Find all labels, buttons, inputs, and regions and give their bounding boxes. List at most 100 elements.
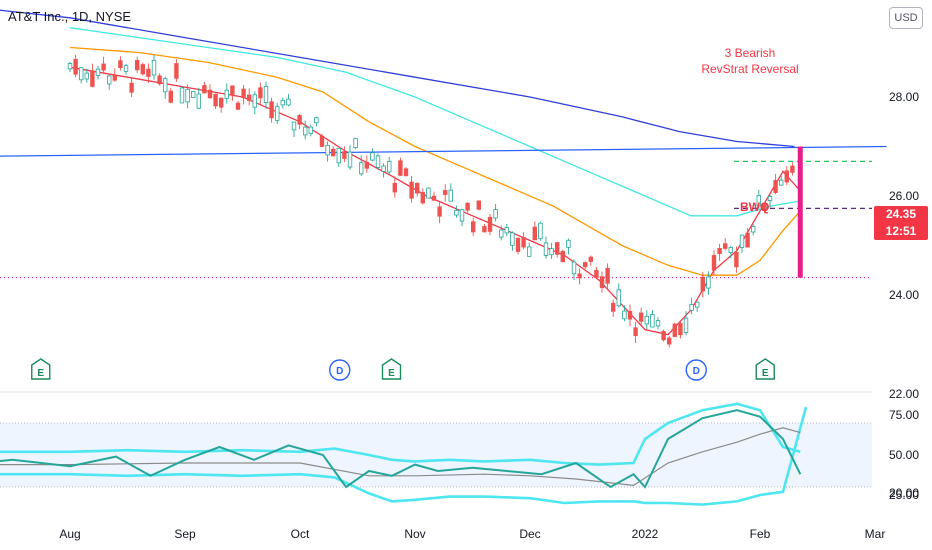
price-axis-tick: 28.00 xyxy=(889,90,919,104)
candle-body xyxy=(762,204,767,211)
candle-body xyxy=(717,248,722,254)
price-axis-tick: 24.00 xyxy=(889,288,919,302)
candle-body xyxy=(218,97,224,108)
dividend-marker: D xyxy=(329,359,351,381)
candle-body xyxy=(107,75,112,85)
candle-body xyxy=(739,234,745,248)
candle-body xyxy=(291,121,297,131)
candle-body xyxy=(504,227,509,234)
candle-body xyxy=(162,78,168,93)
candle-body xyxy=(286,98,291,106)
time-axis-tick: 2022 xyxy=(632,527,659,541)
candle-body xyxy=(683,317,689,333)
currency-button[interactable]: USD xyxy=(889,7,923,29)
oscillator-band xyxy=(0,406,808,506)
candle-body xyxy=(555,242,560,255)
last-candle xyxy=(797,146,803,278)
candle-body xyxy=(73,58,78,75)
candle-body xyxy=(358,162,364,175)
time-axis-tick: Sep xyxy=(174,527,196,541)
candle-body xyxy=(790,165,795,173)
candle-body xyxy=(202,85,207,94)
oscillator-signal xyxy=(0,427,801,487)
bar-countdown-badge: 12:51 xyxy=(874,223,928,240)
candle-body xyxy=(347,151,353,168)
candle-body xyxy=(375,155,381,168)
candle-body xyxy=(644,315,649,325)
candle-body xyxy=(207,89,213,99)
candle-body xyxy=(773,180,778,193)
candle-body xyxy=(252,94,257,108)
candle-body xyxy=(420,192,425,204)
candle-body xyxy=(465,202,470,211)
candle-body xyxy=(527,246,532,257)
candle-body xyxy=(325,144,330,156)
candle-body xyxy=(611,302,616,312)
candle-body xyxy=(633,327,638,337)
candle-body xyxy=(370,152,375,161)
candle-body xyxy=(706,276,711,289)
candle-body xyxy=(594,269,599,278)
time-axis-tick: Aug xyxy=(59,527,80,541)
oscillator-axis-tick: 75.00 xyxy=(889,408,919,422)
last-price-badge: 24.35 xyxy=(874,206,928,223)
candle-body xyxy=(308,126,313,134)
candle-body xyxy=(174,63,179,79)
candle-body xyxy=(442,190,448,195)
candle-body xyxy=(751,226,756,233)
candle-body xyxy=(627,310,633,320)
candle-body xyxy=(398,160,403,176)
candle-body xyxy=(515,237,521,252)
oscillator-axis-tick: 25.00 xyxy=(889,488,919,502)
bwq-annotation: BWQ xyxy=(740,200,769,214)
candle-body xyxy=(140,64,145,75)
candle-body xyxy=(672,323,677,337)
candle-body xyxy=(700,276,705,292)
candle-body xyxy=(756,195,761,207)
candle-body xyxy=(241,88,246,99)
candle-body xyxy=(336,147,341,164)
candle-body xyxy=(437,206,442,217)
candle-body xyxy=(493,209,498,219)
candle-body xyxy=(95,68,101,76)
candle-body xyxy=(571,261,577,275)
candle-body xyxy=(246,94,252,101)
candle-body xyxy=(779,179,784,186)
candle-body xyxy=(129,82,134,93)
candle-body xyxy=(196,93,201,109)
price-axis-tick: 26.00 xyxy=(889,189,919,203)
chart-title: AT&T Inc., 1D, NYSE xyxy=(8,9,132,24)
oscillator-band xyxy=(0,402,801,466)
candle-body xyxy=(667,337,672,345)
candle-body xyxy=(482,226,487,233)
candle-body xyxy=(661,330,666,341)
dividend-marker-shape xyxy=(685,359,707,381)
candle-body xyxy=(364,161,369,169)
candle-body xyxy=(476,200,481,210)
candle-body xyxy=(258,87,263,99)
earnings-marker-shape xyxy=(381,358,402,380)
price-moving-average xyxy=(69,66,801,336)
candle-body xyxy=(280,99,285,106)
price-axis-tick: 20.00 xyxy=(889,486,919,500)
candle-body xyxy=(695,301,700,308)
candle-body xyxy=(532,226,537,241)
earnings-marker-shape xyxy=(31,358,51,380)
candle-body xyxy=(392,182,397,193)
earnings-marker-letter: E xyxy=(762,368,769,379)
candle-body xyxy=(616,289,621,307)
candle-body xyxy=(650,314,655,328)
candle-body xyxy=(723,243,728,249)
candle-body xyxy=(583,262,588,268)
candle-body xyxy=(459,209,465,222)
candle-body xyxy=(274,106,280,121)
candle-body xyxy=(185,88,190,103)
candle-body xyxy=(689,304,694,311)
candle-body xyxy=(101,63,106,71)
price-moving-average xyxy=(69,46,801,276)
candle-body xyxy=(224,89,229,99)
candle-body xyxy=(560,250,565,263)
reversal-annotation-line1: 3 Bearish xyxy=(725,46,776,60)
